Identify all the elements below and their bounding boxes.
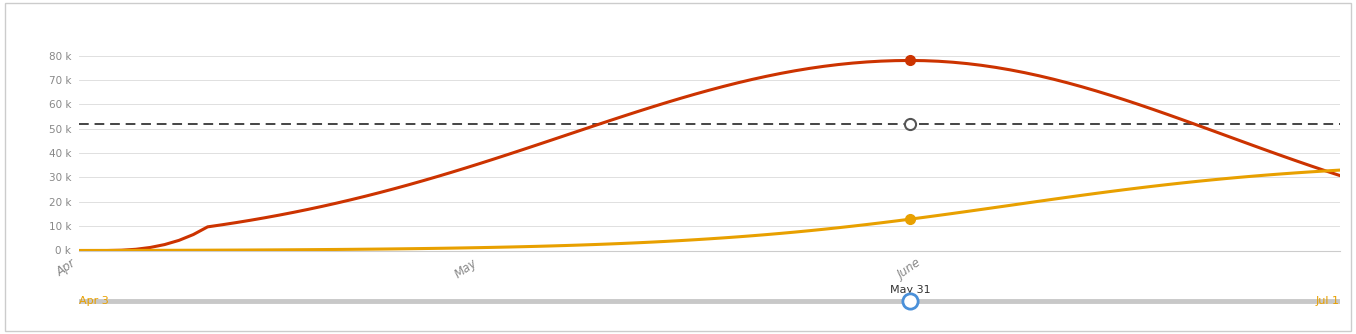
Text: Jul 1: Jul 1 <box>1315 296 1340 306</box>
Text: May 31: May 31 <box>890 285 930 295</box>
Text: Apr 3: Apr 3 <box>79 296 108 306</box>
